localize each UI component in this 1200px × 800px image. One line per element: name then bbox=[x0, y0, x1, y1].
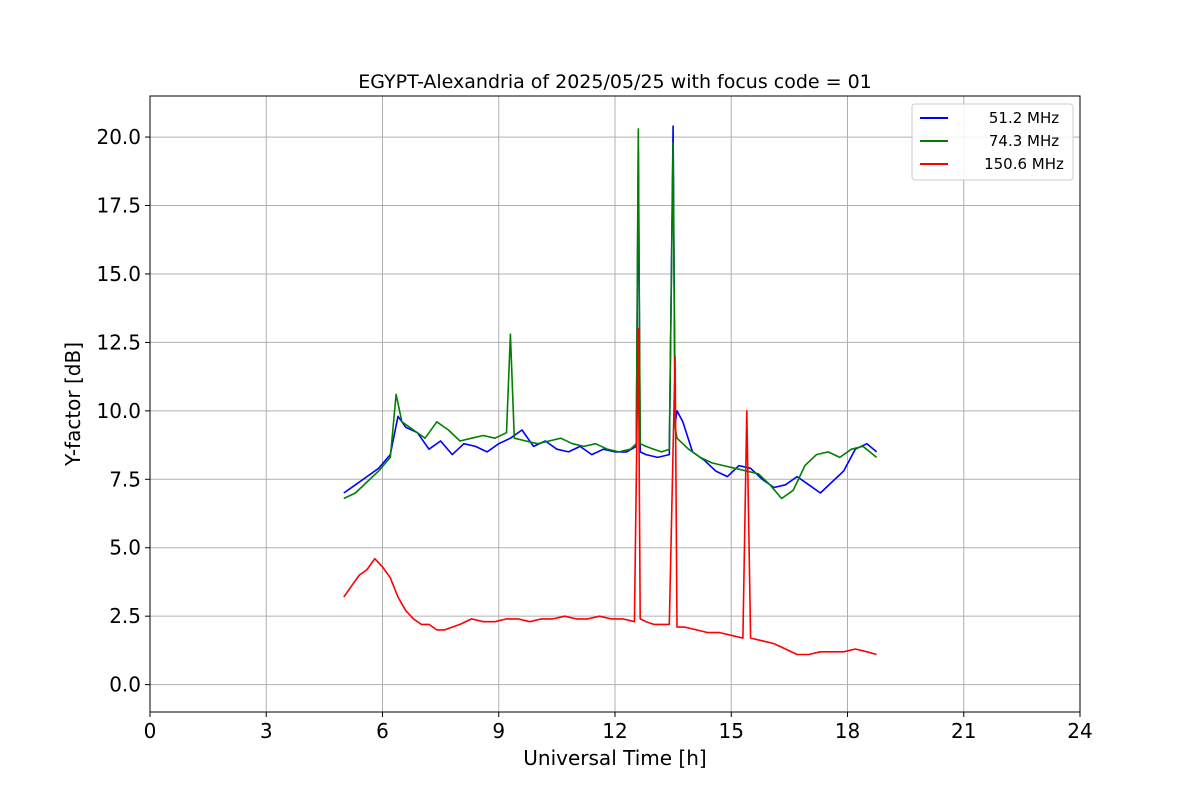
y-tick-label: 12.5 bbox=[96, 330, 141, 354]
grid bbox=[149, 96, 1081, 712]
y-tick-label: 17.5 bbox=[96, 194, 141, 218]
x-tick-label: 9 bbox=[492, 719, 505, 743]
x-tick-label: 6 bbox=[376, 719, 389, 743]
series-layer bbox=[343, 125, 878, 656]
y-tick-label: 15.0 bbox=[96, 262, 141, 286]
series-line-2 bbox=[343, 327, 877, 656]
x-tick-label: 3 bbox=[260, 719, 273, 743]
x-axis-label: Universal Time [h] bbox=[523, 746, 706, 770]
y-tick-label: 7.5 bbox=[109, 467, 141, 491]
legend-label: 51.2 MHz bbox=[989, 109, 1059, 127]
y-tick-label: 5.0 bbox=[109, 536, 141, 560]
legend-label: 74.3 MHz bbox=[989, 132, 1059, 150]
series-line-1 bbox=[343, 128, 878, 500]
x-axis-ticks: 0 3 6 9 12 15 18 21 24 bbox=[144, 712, 1093, 743]
legend-label: 150.6 MHz bbox=[984, 155, 1064, 173]
legend-box bbox=[911, 103, 1074, 181]
y-tick-label: 0.0 bbox=[109, 673, 141, 697]
x-tick-label: 12 bbox=[602, 719, 627, 743]
y-axis-ticks: 0.0 2.5 5.0 7.5 10.0 12.5 15.0 17.5 20.0 bbox=[96, 125, 150, 697]
x-tick-label: 24 bbox=[1067, 719, 1092, 743]
y-axis-label: Y-factor [dB] bbox=[61, 342, 85, 467]
y-tick-label: 2.5 bbox=[109, 604, 141, 628]
legend: 51.2 MHz 74.3 MHz 150.6 MHz bbox=[911, 103, 1074, 181]
x-tick-label: 15 bbox=[719, 719, 744, 743]
x-tick-label: 0 bbox=[144, 719, 157, 743]
x-tick-label: 18 bbox=[835, 719, 860, 743]
y-tick-label: 20.0 bbox=[96, 125, 141, 149]
chart-title: EGYPT-Alexandria of 2025/05/25 with focu… bbox=[358, 71, 872, 93]
x-tick-label: 21 bbox=[951, 719, 976, 743]
y-tick-label: 10.0 bbox=[96, 399, 141, 423]
